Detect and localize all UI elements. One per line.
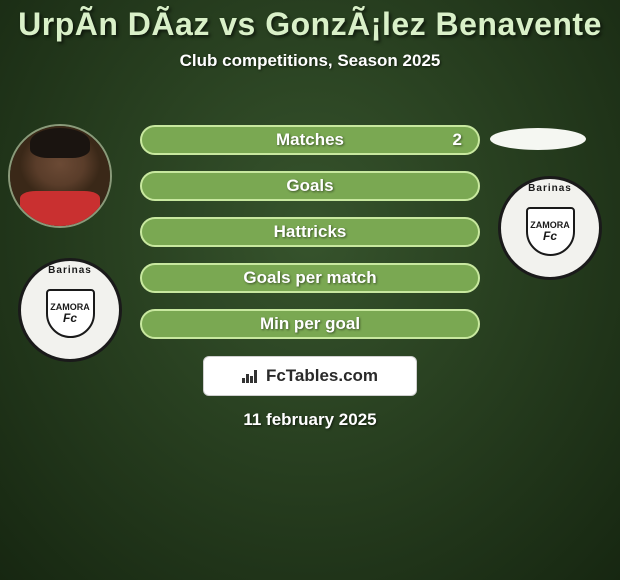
- infographic: UrpÃ­n DÃ­az vs GonzÃ¡lez Benavente Club…: [0, 0, 620, 580]
- stat-label: Goals: [286, 176, 333, 196]
- stat-label: Goals per match: [243, 268, 376, 288]
- stat-row-hattricks: Hattricks: [140, 217, 480, 247]
- stat-value-right: 2: [453, 130, 462, 150]
- subtitle: Club competitions, Season 2025: [0, 51, 620, 71]
- badge-shield-icon: ZAMORA Fc: [526, 207, 575, 256]
- watermark-text: FcTables.com: [266, 366, 378, 386]
- badge-arc-text: Barinas: [528, 183, 572, 194]
- badge-fc-text: Fc: [543, 230, 557, 242]
- date-text: 11 february 2025: [243, 410, 376, 430]
- stat-label: Min per goal: [260, 314, 360, 334]
- player-left-photo: [8, 124, 112, 228]
- stat-row-gpm: Goals per match: [140, 263, 480, 293]
- stat-label: Hattricks: [274, 222, 347, 242]
- stat-row-goals: Goals: [140, 171, 480, 201]
- badge-fc-text: Fc: [63, 312, 77, 324]
- page-title: UrpÃ­n DÃ­az vs GonzÃ¡lez Benavente: [0, 0, 620, 43]
- badge-arc-text: Barinas: [48, 265, 92, 276]
- bar-chart-icon: [242, 369, 260, 383]
- player-left-club-badge: Barinas ZAMORA Fc: [18, 258, 122, 362]
- watermark: FcTables.com: [203, 356, 417, 396]
- player-face-icon: [10, 126, 110, 226]
- badge-shield-icon: ZAMORA Fc: [46, 289, 95, 338]
- stat-row-mpg: Min per goal: [140, 309, 480, 339]
- player-right-club-badge: Barinas ZAMORA Fc: [498, 176, 602, 280]
- stat-row-matches: Matches 2: [140, 125, 480, 155]
- stat-label: Matches: [276, 130, 344, 150]
